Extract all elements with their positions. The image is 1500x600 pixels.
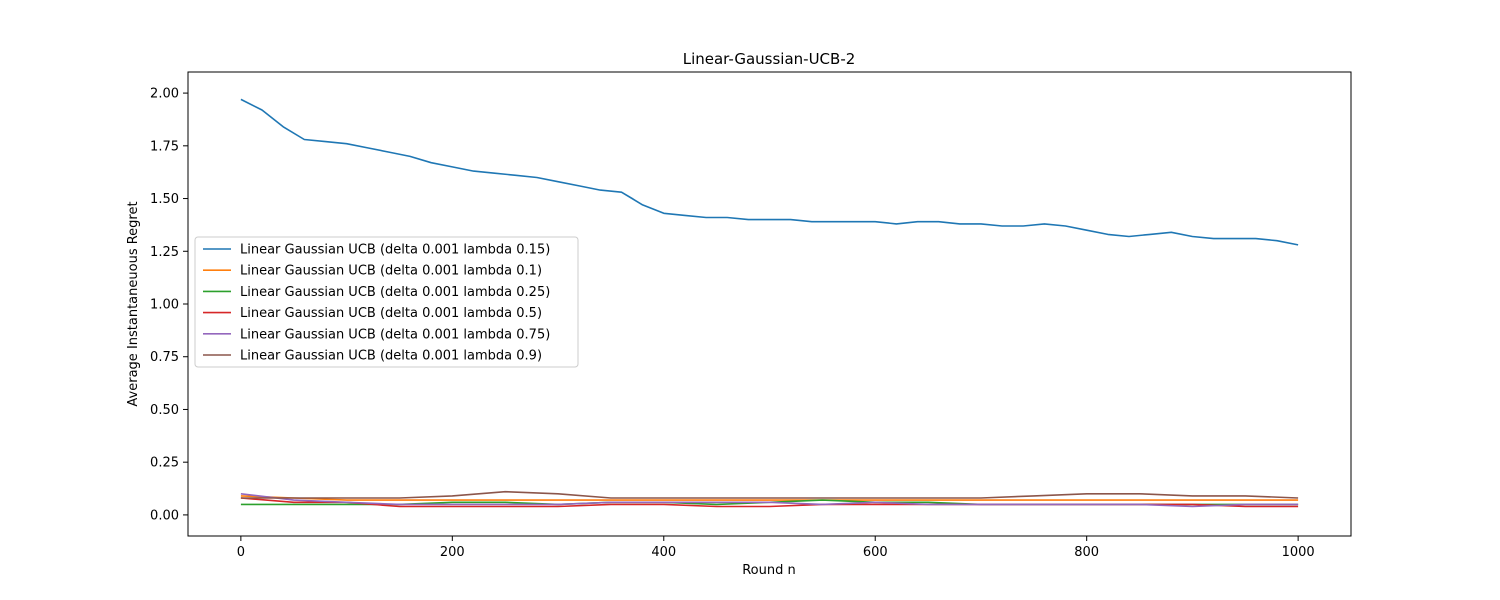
legend-label: Linear Gaussian UCB (delta 0.001 lambda …: [240, 306, 542, 321]
x-tick-label: 1000: [1282, 545, 1315, 560]
x-axis-label: Round n: [742, 563, 796, 578]
series-line-1: [240, 495, 1299, 501]
y-tick-label: 1.50: [150, 192, 179, 207]
legend-label: Linear Gaussian UCB (delta 0.001 lambda …: [240, 349, 542, 364]
legend-label: Linear Gaussian UCB (delta 0.001 lambda …: [240, 243, 550, 258]
plot-area: [240, 98, 1299, 508]
series-line-4: [240, 493, 1299, 508]
x-tick-label: 800: [1074, 545, 1099, 560]
y-tick-label: 0.50: [150, 403, 179, 418]
y-tick-label: 0.25: [150, 456, 179, 471]
y-tick-label: 0.00: [150, 508, 179, 523]
legend-box: [194, 236, 579, 368]
series-line-5: [240, 490, 1299, 499]
y-tick-label: 0.75: [150, 350, 179, 365]
legend-label: Linear Gaussian UCB (delta 0.001 lambda …: [240, 327, 550, 342]
x-tick-label: 400: [651, 545, 676, 560]
y-tick-label: 1.00: [150, 298, 179, 313]
y-tick-label: 2.00: [150, 87, 179, 102]
y-tick-label: 1.25: [150, 245, 179, 260]
legend-label: Linear Gaussian UCB (delta 0.001 lambda …: [240, 264, 542, 279]
x-tick-label: 0: [237, 545, 245, 560]
legend: Linear Gaussian UCB (delta 0.001 lambda …: [194, 236, 579, 368]
axes: 0 200 400 600 800 1000 0.00 0.25 0.50 0.75 1.00 1.2…: [150, 87, 1315, 560]
x-tick-label: 600: [863, 545, 888, 560]
legend-label: Linear Gaussian UCB (delta 0.001 lambda …: [240, 285, 550, 300]
chart-title: Linear-Gaussian-UCB-2: [683, 50, 856, 68]
y-tick-label: 1.75: [150, 139, 179, 154]
series-line-0: [240, 98, 1299, 246]
x-tick-label: 200: [440, 545, 465, 560]
y-axis-label: Average Instantaneuous Regret: [126, 201, 141, 406]
